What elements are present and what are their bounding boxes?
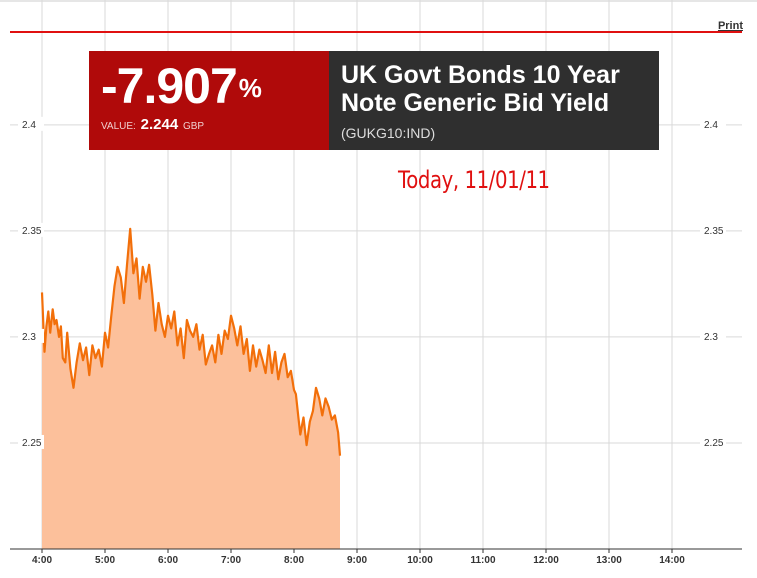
y-tick-label-bg (700, 328, 726, 343)
y-tick-label-right: 2.3 (704, 332, 718, 343)
y-tick-label-right: 2.4 (704, 120, 718, 131)
x-tick-label: 7:00 (221, 555, 241, 566)
x-tick-label: 8:00 (284, 555, 304, 566)
currency-label: GBP (182, 121, 205, 132)
y-tick-label-left: 2.4 (22, 120, 36, 131)
y-tick-label-left: 2.35 (22, 226, 42, 237)
change-panel: -7.907% VALUE: 2.244 GBP (89, 51, 329, 150)
y-tick-label-bg (700, 434, 726, 449)
x-tick-label: 6:00 (158, 555, 178, 566)
x-tick-label: 11:00 (470, 555, 495, 566)
print-link[interactable]: Print (717, 20, 743, 32)
x-tick-label: 5:00 (95, 555, 115, 566)
y-tick-label-left: 2.25 (22, 438, 42, 449)
x-tick-label: 9:00 (347, 555, 367, 566)
x-tick-label: 14:00 (659, 555, 685, 566)
value-row: VALUE: 2.244 GBP (101, 116, 204, 133)
quote-badge: -7.907% VALUE: 2.244 GBP UK Govt Bonds 1… (89, 51, 659, 150)
instrument-ticker: (GUKG10:IND) (341, 125, 436, 141)
yield-line (40, 227, 342, 456)
y-tick-label-right: 2.25 (704, 438, 724, 449)
instrument-title: UK Govt Bonds 10 Year Note Generic Bid Y… (341, 61, 659, 117)
y-tick-label-bg (18, 434, 44, 449)
instrument-title-line-2: Note Generic Bid Yield (341, 89, 610, 117)
x-tick-label: 10:00 (407, 555, 433, 566)
y-tick-label-bg (18, 222, 44, 237)
y-tick-label-bg (18, 116, 44, 131)
yield-area (42, 228, 340, 550)
y-tick-label-bg (700, 222, 726, 237)
value-label: VALUE: (101, 121, 136, 132)
x-tick-label: 13:00 (596, 555, 622, 566)
x-tick-label: 4:00 (32, 555, 52, 566)
y-tick-label-left: 2.3 (22, 332, 36, 343)
x-tick-label: 12:00 (533, 555, 559, 566)
instrument-title-line-1: UK Govt Bonds 10 Year (341, 61, 620, 89)
y-tick-label-bg (18, 328, 44, 343)
y-tick-label-bg (700, 116, 726, 131)
y-tick-label-right: 2.35 (704, 226, 724, 237)
percent-change: -7.907% (101, 56, 262, 116)
percent-change-value: -7.907 (101, 58, 238, 114)
percent-sign: % (238, 73, 262, 103)
current-value: 2.244 (140, 116, 179, 133)
date-annotation: Today, 11/01/11 (398, 166, 550, 194)
yield-series (40, 227, 342, 550)
chart-axes: 4:00 5:00 6:00 7:00 8:00 9:00 10:00 11:00 12:00 1… (10, 116, 742, 566)
instrument-panel: UK Govt Bonds 10 Year Note Generic Bid Y… (329, 51, 659, 150)
